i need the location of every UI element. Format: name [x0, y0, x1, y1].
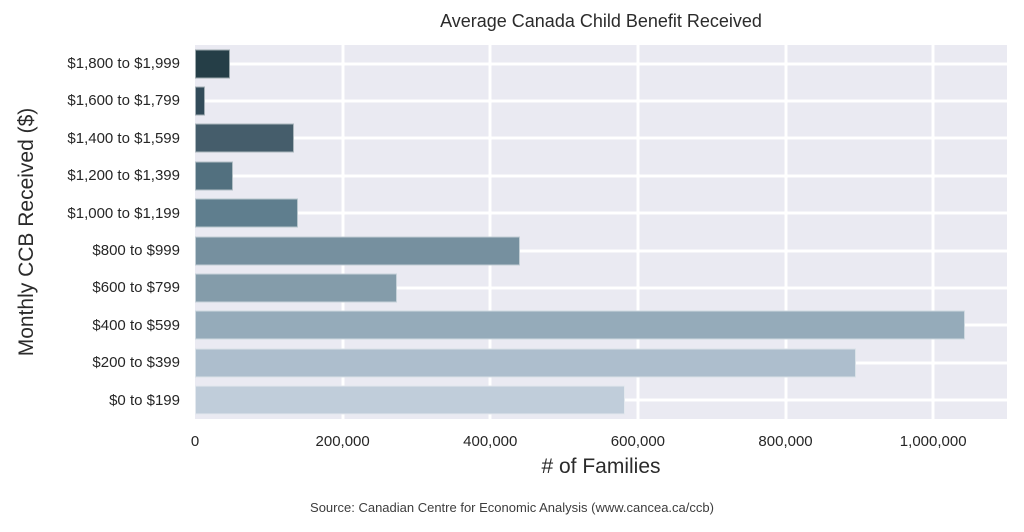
- bar: [195, 348, 856, 378]
- bar-row: [195, 82, 1007, 119]
- source-caption: Source: Canadian Centre for Economic Ana…: [310, 500, 714, 515]
- y-gridline: [195, 174, 1007, 178]
- y-gridline: [195, 286, 1007, 290]
- x-tick-label: 800,000: [758, 433, 813, 450]
- y-tick-label: $1,600 to $1,799: [67, 92, 180, 110]
- bar-row: [195, 269, 1007, 306]
- bar: [195, 123, 294, 153]
- y-tick-label: $1,800 to $1,999: [67, 55, 180, 72]
- x-tick-label: 600,000: [610, 433, 666, 450]
- bar-row: [195, 232, 1007, 269]
- y-tick-label: $0 to $199: [109, 391, 180, 409]
- x-tick-label: 0: [190, 433, 200, 450]
- plot-area: [195, 45, 1007, 419]
- x-gridline: [341, 45, 345, 419]
- y-tick-label: $800 to $999: [92, 242, 180, 259]
- y-gridline: [195, 99, 1007, 103]
- x-axis-label: # of Families: [541, 455, 661, 478]
- x-tick-label: 200,000: [315, 433, 370, 450]
- y-tick-label: $200 to $399: [92, 354, 180, 372]
- bar-row: [195, 307, 1007, 344]
- y-gridline: [195, 62, 1007, 66]
- bar: [195, 49, 230, 79]
- x-gridline: [636, 45, 640, 419]
- bar-row: [195, 45, 1007, 82]
- x-gridline: [784, 45, 788, 419]
- bar-row: [195, 344, 1007, 381]
- bar: [195, 198, 298, 228]
- bar-row: [195, 382, 1007, 419]
- y-tick-label: $1,000 to $1,199: [67, 204, 180, 222]
- bar: [195, 236, 520, 266]
- y-tick-label: $600 to $799: [92, 279, 180, 297]
- x-gridline: [931, 45, 935, 419]
- bar-row: [195, 195, 1007, 232]
- bar: [195, 273, 397, 303]
- bar-row: [195, 157, 1007, 194]
- chart-title: Average Canada Child Benefit Received: [440, 11, 762, 31]
- y-tick-label: $400 to $599: [92, 316, 180, 334]
- bar: [195, 86, 205, 116]
- bar: [195, 385, 626, 415]
- y-gridline: [195, 136, 1007, 140]
- x-tick-label: 1,000,000: [899, 433, 967, 450]
- y-gridline: [195, 211, 1007, 215]
- bar: [195, 161, 233, 191]
- y-gridline: [195, 249, 1007, 253]
- bar-row: [195, 120, 1007, 157]
- x-tick-label: 400,000: [463, 433, 518, 450]
- y-tick-label: $1,200 to $1,399: [67, 167, 180, 185]
- bar: [195, 310, 965, 340]
- x-gridline: [488, 45, 492, 419]
- y-tick-label: $1,400 to $1,599: [67, 129, 180, 147]
